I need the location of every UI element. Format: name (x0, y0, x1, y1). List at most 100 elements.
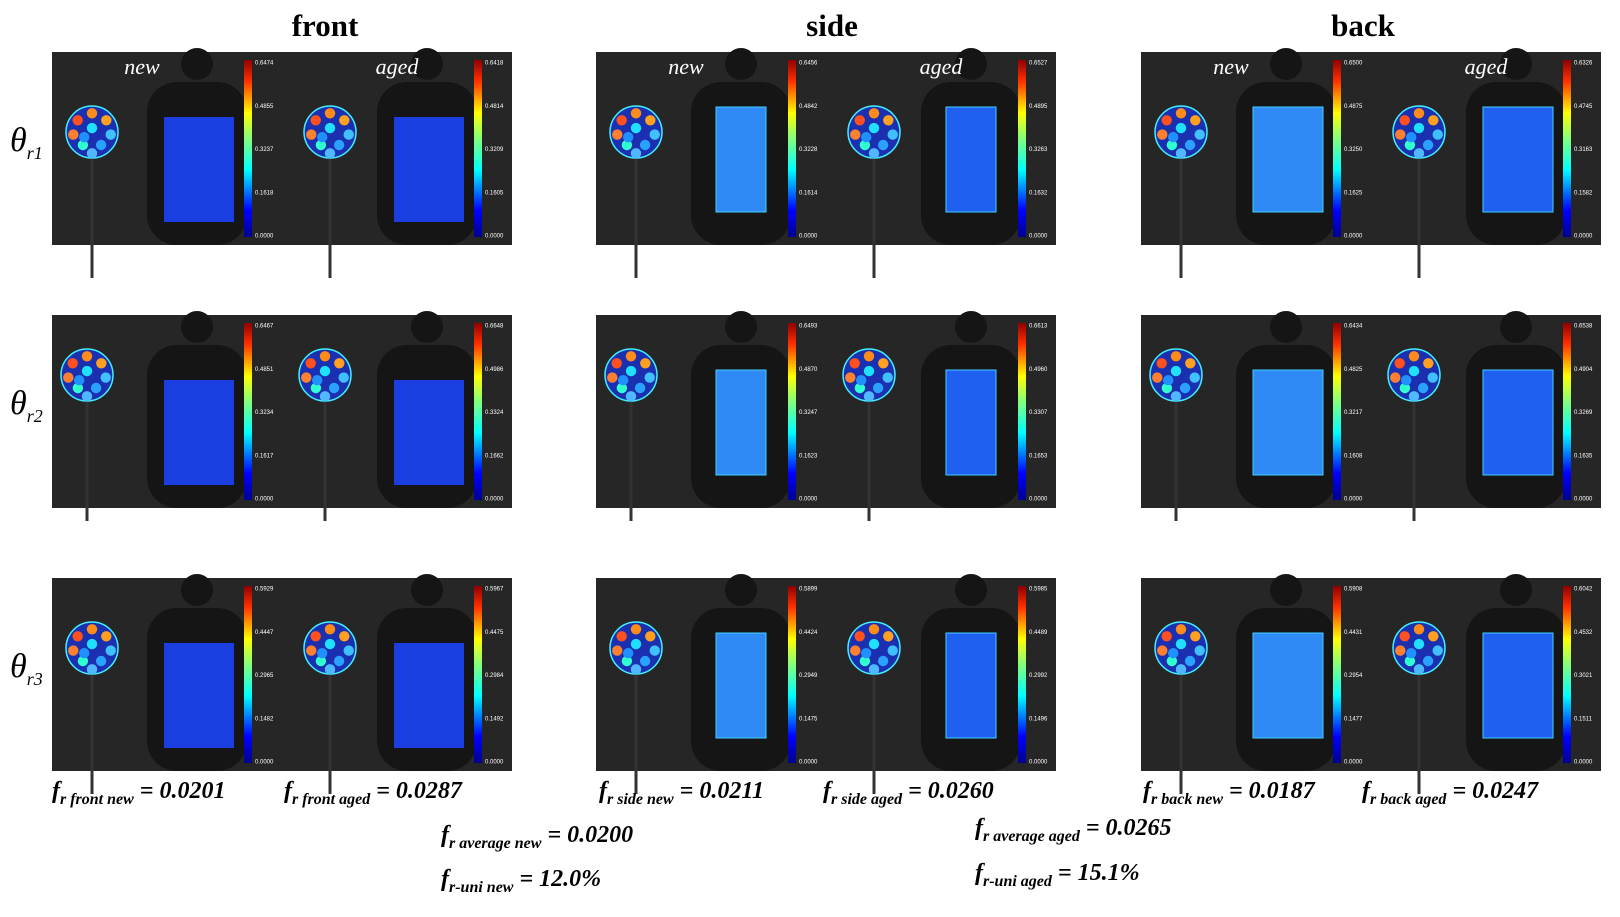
colorbar (244, 323, 252, 500)
theta-symbol: θ (10, 648, 27, 685)
colorbar-tick: 0.4424 (799, 630, 818, 636)
colorbar-tick: 0.1614 (799, 190, 818, 196)
colorbar-tick: 0.4855 (255, 104, 274, 110)
ball-cell (612, 129, 623, 140)
colorbar-tick: 0.4851 (255, 367, 274, 373)
ball-cell (1395, 645, 1406, 656)
ball-cell (1156, 358, 1167, 369)
colorbar-tick: 0.6418 (485, 61, 504, 67)
formula-sub: r side aged (831, 790, 903, 808)
ball-cell (1161, 115, 1172, 126)
colorbar (788, 323, 796, 500)
ball-cell (306, 129, 317, 140)
colorbar-tick: 0.5908 (1344, 587, 1363, 593)
ball-cell (324, 148, 336, 159)
colorbar-tick: 0.0000 (1574, 497, 1593, 503)
result-formula: fr average new = 0.0200 (441, 822, 633, 853)
ball-cell (1413, 148, 1425, 159)
colorbar (474, 586, 482, 763)
fabric-map (945, 369, 997, 476)
fabric-map (164, 643, 234, 748)
condition-label: new (668, 54, 704, 79)
colorbar-tick: 0.4870 (799, 367, 818, 373)
ball-cell (1399, 631, 1410, 642)
colorbar-tick: 0.1496 (1029, 716, 1048, 722)
formula-sub: r front aged (292, 790, 371, 808)
formula-symbol: f (441, 822, 449, 848)
ball-cell (639, 139, 651, 151)
colorbar-tick: 0.0000 (799, 497, 818, 503)
ball-cell (319, 365, 331, 377)
colorbar-tick: 0.1618 (255, 190, 274, 196)
colorbar-tick: 0.4532 (1574, 630, 1593, 636)
ball-cell (328, 382, 340, 394)
ball-cell (339, 115, 350, 126)
ball-cell (625, 391, 637, 402)
colorbar-tick: 0.3269 (1574, 410, 1593, 416)
ball-cell (324, 664, 336, 675)
ball-cell (616, 631, 627, 642)
colorbar-tick: 0.3263 (1029, 147, 1048, 153)
head (411, 48, 443, 80)
ball-cell (877, 655, 889, 667)
fabric-map (394, 117, 464, 222)
ball-cell (1390, 372, 1401, 383)
ball-cell (1194, 645, 1205, 656)
head (955, 48, 987, 80)
ball-cell (612, 645, 623, 656)
colorbar-tick: 0.0000 (1029, 497, 1048, 503)
colorbar-tick: 0.0000 (255, 234, 274, 240)
ball-cell (306, 645, 317, 656)
colorbar-tick: 0.6434 (1344, 324, 1363, 330)
head (1270, 574, 1302, 606)
colorbar-tick: 0.2954 (1344, 673, 1363, 679)
ball-cell (630, 638, 642, 650)
head (181, 574, 213, 606)
ball-cell (1413, 108, 1425, 119)
condition-label: aged (1465, 54, 1509, 79)
condition-label: aged (376, 54, 420, 79)
formula-symbol: f (1143, 778, 1151, 804)
ball-cell (81, 351, 93, 362)
formula-sub: r-uni new (449, 878, 514, 896)
colorbar-tick: 0.6648 (485, 324, 504, 330)
head (1270, 48, 1302, 80)
ball-cell (887, 129, 898, 140)
colorbar-tick: 0.3217 (1344, 410, 1363, 416)
ball-cell (854, 115, 865, 126)
colorbar-tick: 0.2984 (485, 673, 504, 679)
ball-cell (1168, 132, 1179, 143)
colorbar-tick: 0.3209 (485, 147, 504, 153)
colorbar-tick: 0.0000 (799, 234, 818, 240)
ball-cell (607, 372, 618, 383)
colorbar-tick: 0.6467 (255, 324, 274, 330)
colorbar-tick: 0.6456 (799, 61, 818, 67)
formula-value: = 0.0211 (679, 778, 765, 804)
ball-cell (645, 115, 656, 126)
ball-cell (312, 375, 323, 386)
formula-sub: r back aged (1370, 790, 1447, 808)
ball-cell (334, 358, 345, 369)
colorbar-tick: 0.4895 (1029, 104, 1048, 110)
ball-cell (105, 129, 116, 140)
ball-cell (1432, 645, 1443, 656)
ball-cell (856, 375, 867, 386)
fabric-map (1482, 632, 1554, 739)
formula-sub: r back new (1151, 790, 1223, 808)
colorbar-tick: 0.1477 (1344, 716, 1363, 722)
ball-cell (1175, 108, 1187, 119)
colorbar (474, 60, 482, 237)
colorbar-tick: 0.4475 (485, 630, 504, 636)
colorbar-tick: 0.1623 (799, 453, 818, 459)
ball-cell (1395, 129, 1406, 140)
colorbar-tick: 0.6613 (1029, 324, 1048, 330)
ball-cell (1163, 375, 1174, 386)
ball-cell (1175, 624, 1187, 635)
fabric-map (1482, 369, 1554, 476)
ball-cell (640, 358, 651, 369)
formula-symbol: f (1362, 778, 1370, 804)
colorbar-tick: 0.4745 (1574, 104, 1593, 110)
ball-cell (317, 132, 328, 143)
ball-cell (1175, 122, 1187, 134)
ball-cell (630, 148, 642, 159)
